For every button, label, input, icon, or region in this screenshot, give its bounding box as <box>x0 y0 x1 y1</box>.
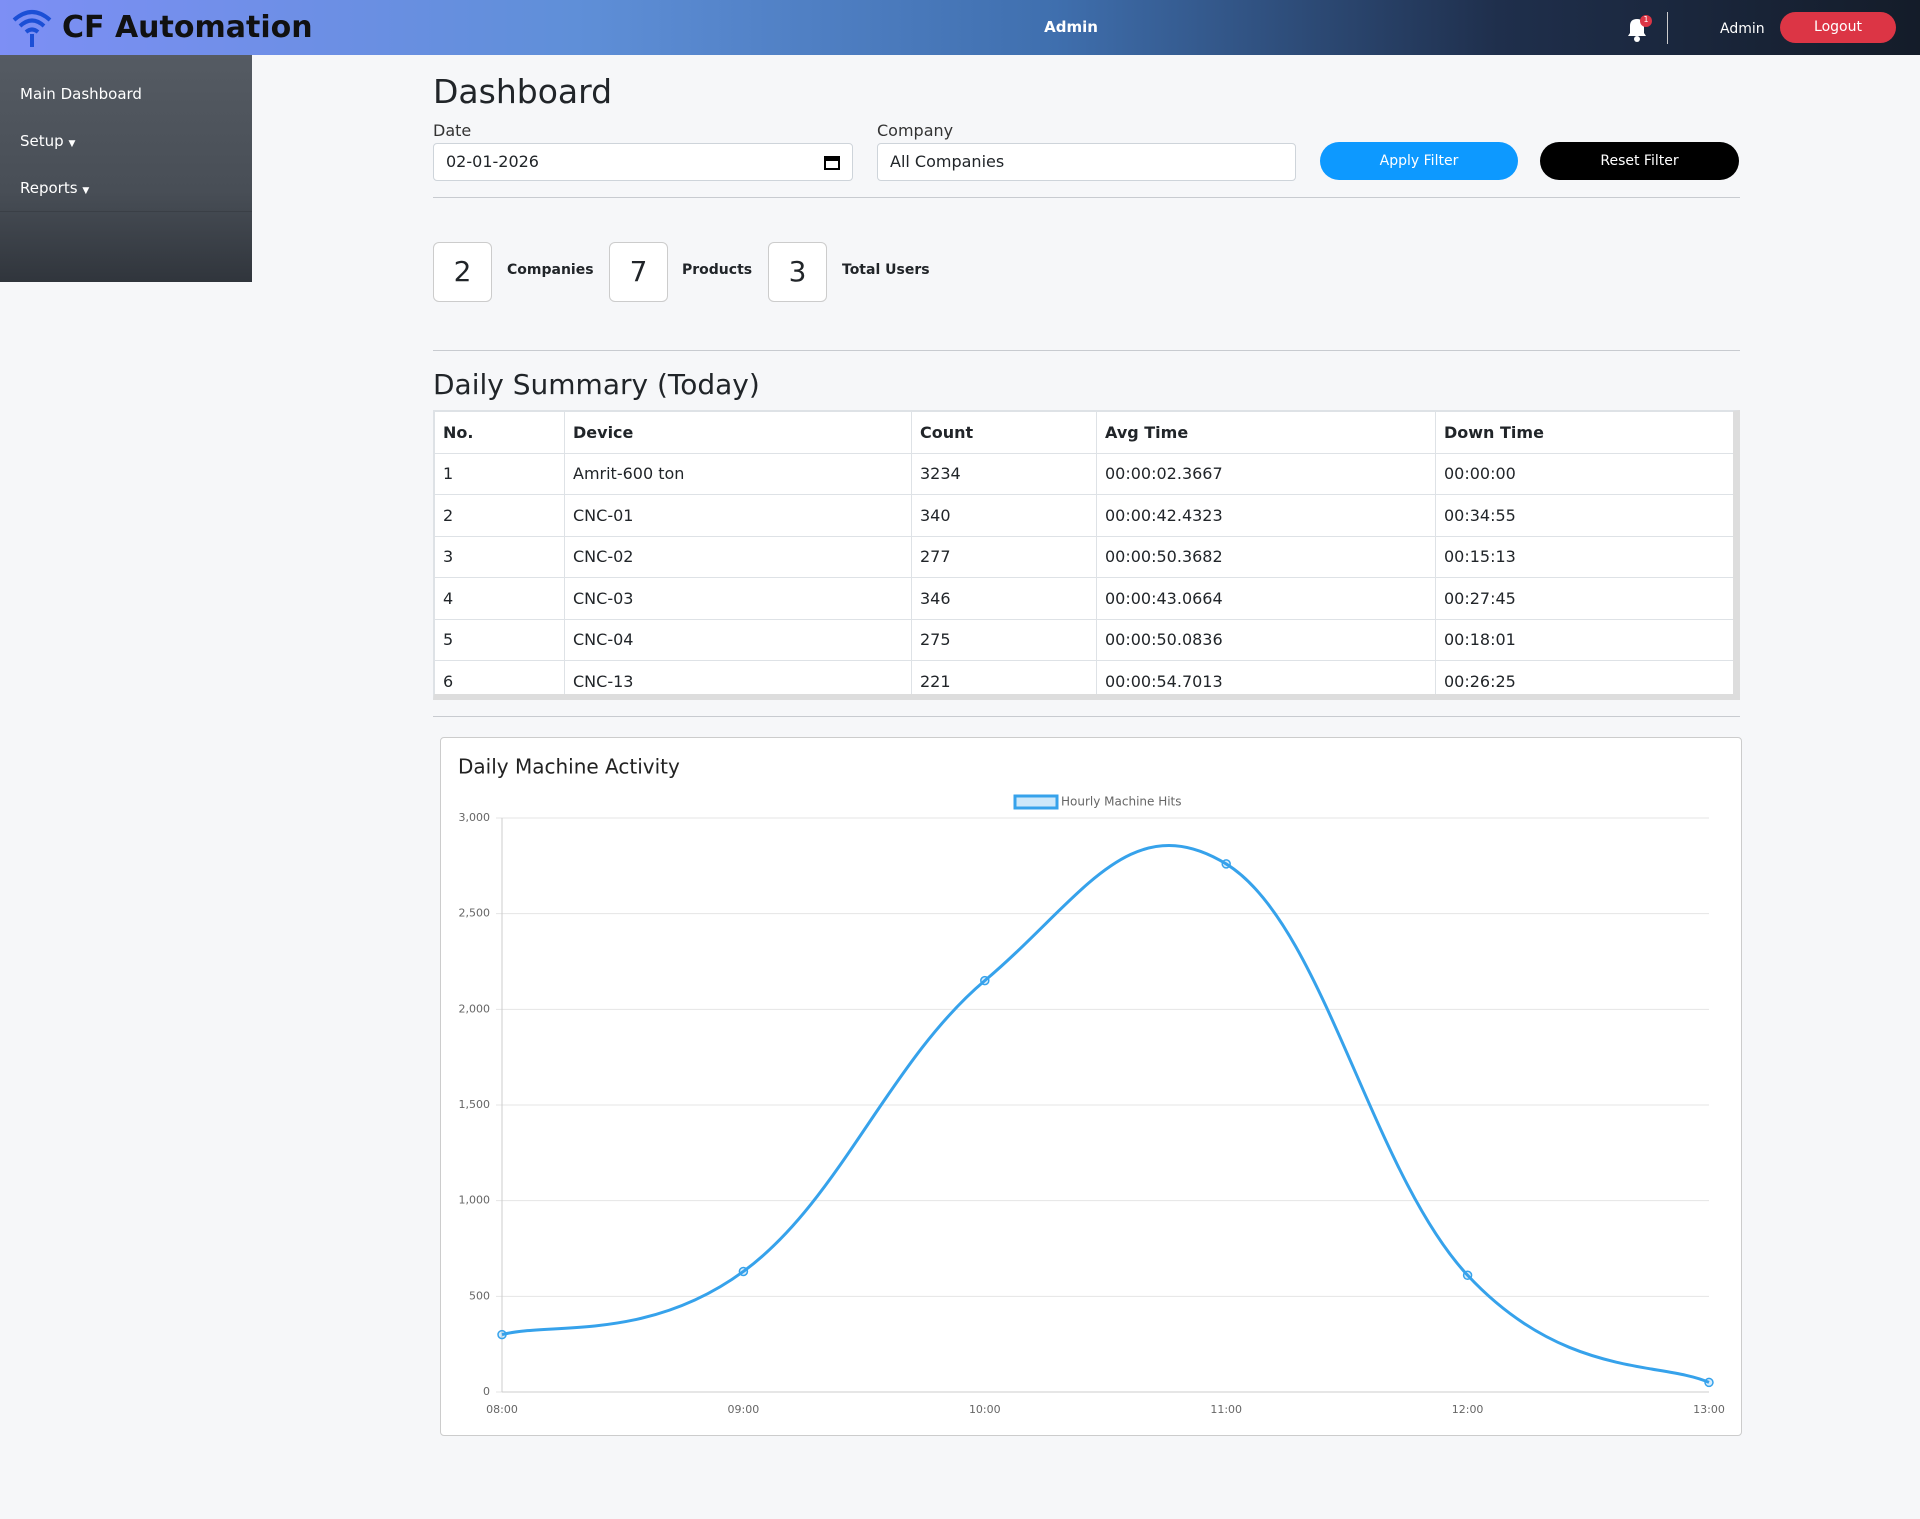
y-tick-label: 2,000 <box>459 1002 491 1015</box>
x-tick-label: 13:00 <box>1693 1403 1725 1416</box>
y-tick-label: 1,500 <box>459 1098 491 1111</box>
table-row: 6 CNC-13 221 00:00:54.7013 00:26:25 <box>434 660 1733 694</box>
section-title: Daily Summary (Today) <box>433 368 760 401</box>
company-select[interactable]: All Companies <box>877 143 1296 181</box>
logout-button[interactable]: Logout <box>1780 12 1896 43</box>
date-input[interactable]: 02-01-2026 <box>433 143 853 181</box>
point <box>1704 1377 1714 1388</box>
table-cell: CNC-01 <box>564 494 912 537</box>
table-cell: 00:00:42.4323 <box>1096 494 1436 537</box>
table-cell: 1 <box>434 452 565 495</box>
x-tick-label: 12:00 <box>1452 1403 1484 1416</box>
table-cell: 340 <box>911 494 1097 537</box>
nav-item[interactable]: Main Dashboard <box>20 85 142 103</box>
user: Admin <box>1720 21 1765 37</box>
table-cell: 00:18:01 <box>1435 618 1733 661</box>
table-cell: 275 <box>911 618 1097 661</box>
table-cell: CNC-13 <box>564 660 912 694</box>
nav-item[interactable]: Reports ▼ <box>20 179 90 197</box>
apply-button[interactable]: Apply Filter <box>1320 142 1518 180</box>
table-cell: 00:00:50.3682 <box>1096 535 1436 578</box>
chart-card: Daily Machine Activity 0 500 1,000 1,500 2,0… <box>440 737 1742 1436</box>
logo-icon <box>12 10 52 47</box>
table-cell: 5 <box>434 618 565 661</box>
date-value: 02-01-2026 <box>446 152 539 171</box>
date-label: Date <box>433 121 472 140</box>
stat-label: Total Users <box>842 262 930 278</box>
table-cell: 277 <box>911 535 1097 578</box>
header-user: Admin <box>1044 18 1098 36</box>
point <box>1462 1270 1473 1281</box>
y-tick-label: 2,500 <box>459 907 491 920</box>
table-cell: 3234 <box>911 452 1097 495</box>
x-tick-label: 09:00 <box>728 1403 760 1416</box>
legend-swatch <box>1013 794 1059 810</box>
stat-label: Companies <box>507 262 594 278</box>
company-label: Company <box>877 121 954 140</box>
point <box>980 975 990 986</box>
badge: 1 <box>1643 15 1649 24</box>
x-tick-label: 11:00 <box>1210 1403 1242 1416</box>
stat-value: 2 <box>433 242 492 302</box>
table-cell: CNC-04 <box>564 618 912 661</box>
table-cell: 221 <box>911 660 1097 694</box>
y-tick-label: 500 <box>469 1289 490 1302</box>
line <box>501 844 1710 1384</box>
point <box>1221 859 1231 869</box>
stat-label: Products <box>682 262 753 278</box>
stat-value: 3 <box>768 242 827 302</box>
nav-text: Setup <box>20 132 64 150</box>
table-cell: 00:27:45 <box>1435 577 1733 620</box>
table-row: 3 CNC-02 277 00:00:50.3682 00:15:13 <box>434 535 1733 578</box>
column-header: Down Time <box>1435 411 1733 454</box>
summary-table-wrap: No. Device Count Avg Time Down Time 1 Amrit-60… <box>433 410 1740 700</box>
column-header: Count <box>911 411 1097 454</box>
table-row: 1 Amrit-600 ton 3234 00:00:02.3667 00:00:00 <box>434 452 1733 495</box>
chart: Daily Machine Activity 0 500 1,000 1,500 2,0… <box>458 755 1725 1417</box>
table-cell: 00:34:55 <box>1435 494 1733 537</box>
table-row: 5 CNC-04 275 00:00:50.0836 00:18:01 <box>434 618 1733 661</box>
table-row: 4 CNC-03 346 00:00:43.0664 00:27:45 <box>434 577 1733 620</box>
summary-table: No. Device Count Avg Time Down Time 1 Amrit-60… <box>434 411 1733 694</box>
bell[interactable] <box>1624 14 1654 44</box>
sidebar: Main Dashboard Setup ▼ Reports ▼ <box>0 55 252 282</box>
top-bar: CF Automation Admin 1 Admin Logout <box>0 0 1920 55</box>
table-cell: 4 <box>434 577 565 620</box>
x-tick-label: 10:00 <box>969 1403 1001 1416</box>
table-cell: 00:00:50.0836 <box>1096 618 1436 661</box>
table-cell: 00:00:00 <box>1435 452 1733 495</box>
table-cell: 3 <box>434 535 565 578</box>
table-cell: 346 <box>911 577 1097 620</box>
point <box>497 1329 507 1340</box>
table-cell: 00:00:02.3667 <box>1096 452 1436 495</box>
reset-button[interactable]: Reset Filter <box>1540 142 1739 180</box>
table-cell: 6 <box>434 660 565 694</box>
table-cell: CNC-03 <box>564 577 912 620</box>
chart-title: Daily Machine Activity <box>458 755 680 779</box>
nav-text: Reports <box>20 179 78 197</box>
table-cell: 00:00:54.7013 <box>1096 660 1436 694</box>
table-cell: CNC-02 <box>564 535 912 578</box>
brand: CF Automation <box>62 10 313 45</box>
table-cell: 00:15:13 <box>1435 535 1733 578</box>
table-cell: 00:26:25 <box>1435 660 1733 694</box>
point <box>738 1266 749 1277</box>
page-title: Dashboard <box>433 72 613 111</box>
column-header: No. <box>434 411 565 454</box>
column-header: Device <box>564 411 912 454</box>
x-tick-label: 08:00 <box>486 1403 518 1416</box>
table-cell: 00:00:43.0664 <box>1096 577 1436 620</box>
y-tick-label: 3,000 <box>459 811 491 824</box>
y-tick-label: 0 <box>483 1385 490 1398</box>
table-row: 2 CNC-01 340 00:00:42.4323 00:34:55 <box>434 494 1733 537</box>
stat-value: 7 <box>609 242 668 302</box>
table-cell: 2 <box>434 494 565 537</box>
table-cell: Amrit-600 ton <box>564 452 912 495</box>
y-tick-label: 1,000 <box>459 1194 491 1207</box>
legend-label: Hourly Machine Hits <box>1061 795 1182 809</box>
column-header: Avg Time <box>1096 411 1436 454</box>
nav-item[interactable]: Setup ▼ <box>20 132 76 150</box>
